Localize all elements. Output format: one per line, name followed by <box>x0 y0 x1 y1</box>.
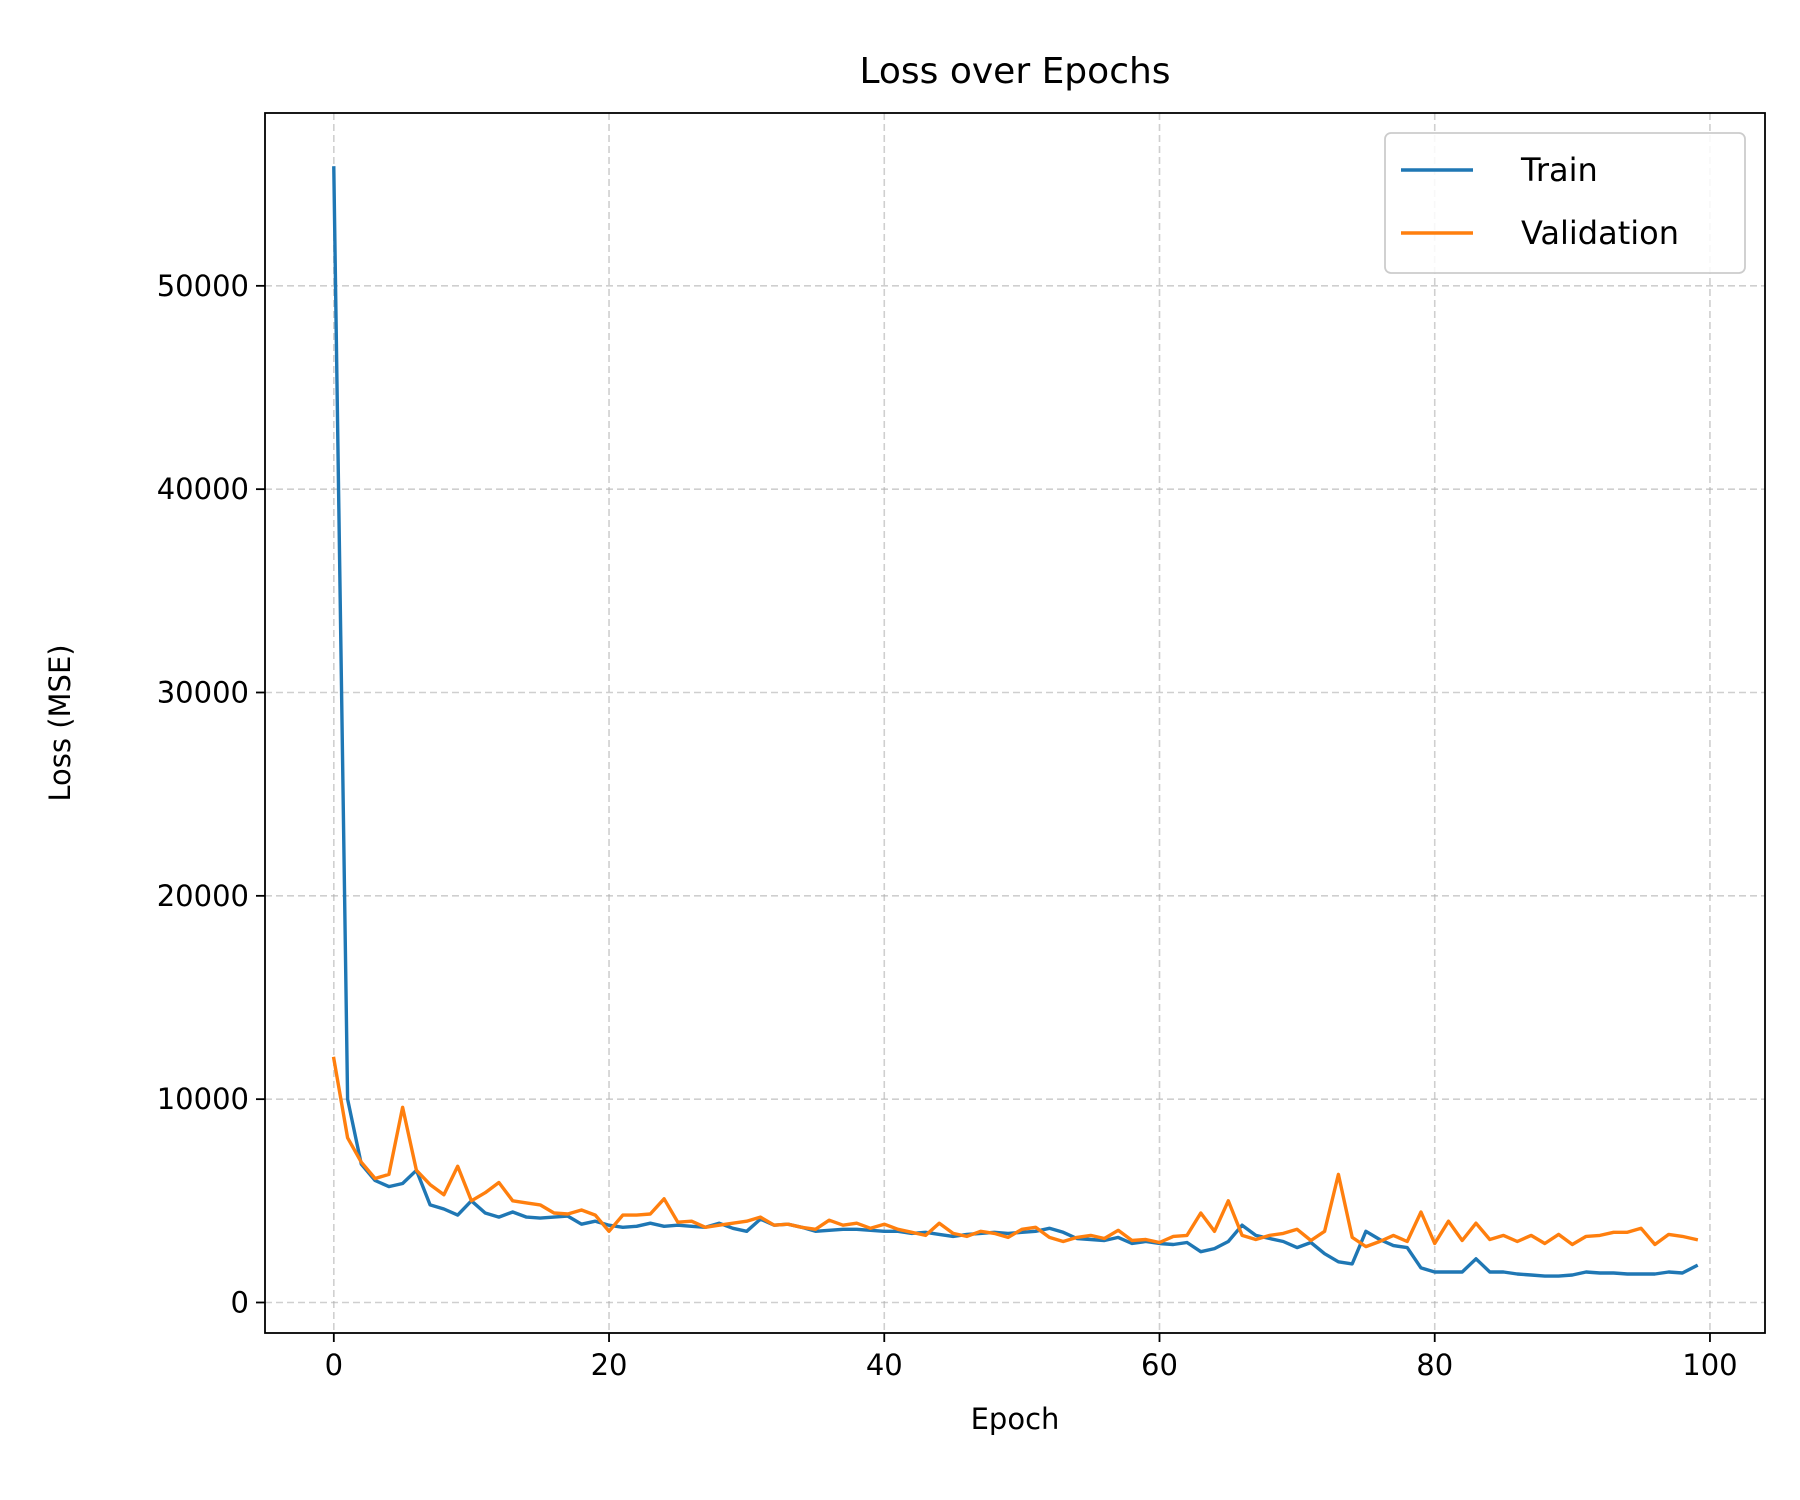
ticks-layer: 0 20 40 60 80 100 0 10000 20000 30000 40000 50000 <box>157 269 1738 1382</box>
y-tick-label: 20000 <box>157 879 249 913</box>
legend-label: Validation <box>1521 214 1679 252</box>
y-tick-label: 50000 <box>157 269 249 303</box>
x-tick-label: 60 <box>1141 1348 1178 1382</box>
grid-layer <box>265 113 1765 1333</box>
x-tick-label: 20 <box>591 1348 628 1382</box>
x-tick-label: 40 <box>866 1348 903 1382</box>
x-tick-label: 80 <box>1416 1348 1453 1382</box>
chart-title: Loss over Epochs <box>859 51 1170 92</box>
x-tick-label: 0 <box>325 1348 343 1382</box>
legend: Train Validation <box>1384 132 1746 274</box>
legend-label: Train <box>1520 151 1598 189</box>
x-tick-label: 100 <box>1682 1348 1737 1382</box>
legend-box <box>1384 132 1746 274</box>
y-axis-label: Loss (MSE) <box>43 644 77 801</box>
y-tick-label: 0 <box>231 1286 249 1320</box>
y-tick-label: 30000 <box>157 676 249 710</box>
y-tick-label: 40000 <box>157 472 249 506</box>
series-layer <box>331 166 1699 1278</box>
x-axis-label: Epoch <box>971 1402 1060 1436</box>
series-line-validation <box>331 1056 1699 1249</box>
y-tick-label: 10000 <box>157 1082 249 1116</box>
plot-frame <box>264 112 1766 1334</box>
